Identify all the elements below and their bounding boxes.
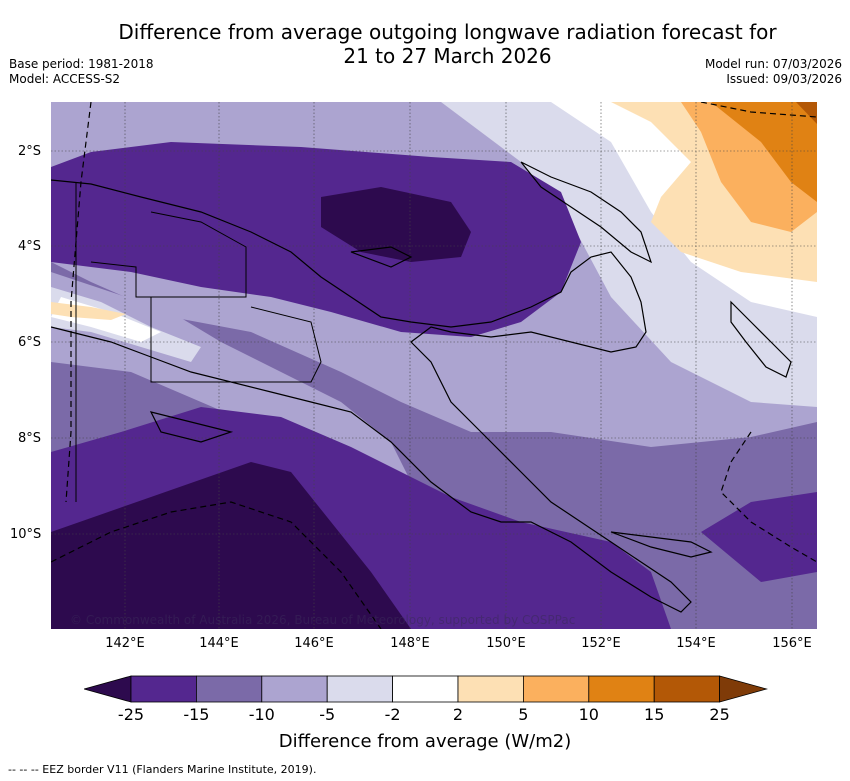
region-purple-north xyxy=(51,142,581,337)
region-orange-west xyxy=(51,302,126,320)
map-panel[interactable] xyxy=(51,102,817,629)
colorbar-tick-label: -10 xyxy=(248,705,275,724)
colorbar-tick-label: 2 xyxy=(452,705,464,724)
colorbar-segment xyxy=(326,675,393,703)
colorbar-tick-label: -5 xyxy=(319,705,336,724)
lon-label: 156°E xyxy=(772,636,812,651)
lat-label: 4°S xyxy=(18,239,42,254)
meta-right: Model run: 07/03/2026 Issued: 09/03/2026 xyxy=(705,57,842,87)
base-period: Base period: 1981-2018 xyxy=(9,57,154,71)
colorbar-segment xyxy=(130,675,197,703)
title-line-1: Difference from average outgoing longwav… xyxy=(118,20,777,44)
colorbar-segment xyxy=(457,675,524,703)
colorbar-segment xyxy=(588,675,655,703)
colorbar-label: Difference from average (W/m2) xyxy=(278,731,572,752)
lon-label: 154°E xyxy=(676,636,716,651)
coastlines xyxy=(51,161,792,613)
region-darkorange xyxy=(711,102,817,202)
title-line-2: 21 to 27 March 2026 xyxy=(343,44,552,68)
lon-label: 152°E xyxy=(581,636,621,651)
colorbar-tick-label: 25 xyxy=(709,705,730,724)
eez-borders xyxy=(51,102,817,629)
colorbar-tick-label: 15 xyxy=(644,705,665,724)
colorbar-tick-label: 10 xyxy=(578,705,599,724)
model-run: Model run: 07/03/2026 xyxy=(704,57,842,71)
colorbar-segment xyxy=(196,675,263,703)
lon-label: 150°E xyxy=(486,636,526,651)
colorbar-segment xyxy=(522,675,590,703)
chart-title: Difference from average outgoing longwav… xyxy=(70,20,825,68)
lat-label: 2°S xyxy=(18,144,42,159)
region-purple-east xyxy=(701,492,817,582)
lon-label: 142°E xyxy=(105,636,145,651)
gridlines xyxy=(51,102,817,629)
meta-left: Base period: 1981-2018 Model: ACCESS-S2 xyxy=(9,57,154,87)
colorbar-tick-label: -2 xyxy=(384,705,401,724)
issued-date: Issued: 09/03/2026 xyxy=(726,72,842,86)
colorbar-segment xyxy=(392,675,459,703)
colorbar-tick-label: 5 xyxy=(518,705,529,724)
region-darkest-north xyxy=(321,187,471,262)
colorbar-tick-label: -15 xyxy=(183,705,210,724)
lon-label: 146°E xyxy=(294,636,334,651)
colorbar-segment xyxy=(653,675,721,703)
colorbar-tick-label: -25 xyxy=(117,705,145,724)
colorbar-extend-high xyxy=(719,675,768,703)
colorbar-extend-low xyxy=(84,675,132,703)
region-darkest-orange xyxy=(796,102,817,124)
lon-label: 148°E xyxy=(390,636,430,651)
region-darkest-south xyxy=(51,462,411,629)
lat-label: 6°S xyxy=(18,335,42,350)
colorbar-segment xyxy=(261,675,328,703)
eez-legend-note: -- -- -- EEZ border V11 (Flanders Marine… xyxy=(8,763,317,776)
lat-label: 8°S xyxy=(18,431,42,446)
model-name: Model: ACCESS-S2 xyxy=(9,72,121,86)
lat-label: 10°S xyxy=(10,527,42,542)
copyright-note: © Commonwealth of Australia 2026, Bureau… xyxy=(70,613,576,627)
lon-label: 144°E xyxy=(199,636,239,651)
colorbar xyxy=(84,675,768,703)
